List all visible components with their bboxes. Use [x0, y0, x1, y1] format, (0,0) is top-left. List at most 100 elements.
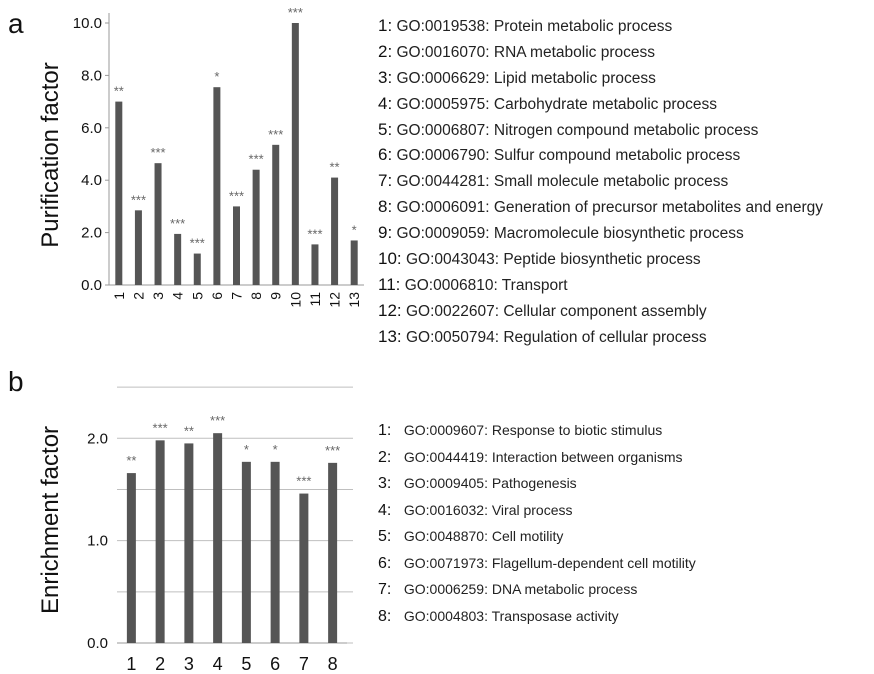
significance-label: *	[352, 222, 357, 237]
legend-item-label: GO:0044419: Interaction between organism…	[403, 448, 683, 465]
y-tick-label: 0.0	[87, 635, 108, 652]
significance-label: ***	[170, 216, 185, 231]
legend-item-label: GO:0004803: Transposase activity	[403, 607, 619, 624]
y-tick-label: 8.0	[81, 67, 102, 84]
x-tick-label: 13	[346, 292, 362, 308]
bar	[174, 233, 182, 285]
legend-item-number: 8:	[378, 197, 393, 217]
significance-label: **	[114, 84, 124, 99]
bar	[154, 163, 162, 285]
significance-label: *	[214, 69, 219, 84]
legend-item-label: GO:0006807: Nitrogen compound metabolic …	[396, 121, 759, 139]
x-tick-label: 7	[229, 292, 245, 300]
legend-item-number: 7:	[378, 581, 392, 598]
legend-a-item: 10: GO:0043043: Peptide biosynthetic pro…	[378, 246, 823, 272]
legend-item-label: GO:0006810: Transport	[404, 276, 568, 294]
legend-b-item: 8: GO:0004803: Transposase activity	[378, 603, 696, 630]
legend-a: 1: GO:0019538: Protein metabolic process…	[378, 13, 823, 350]
legend-b-item: 3: GO:0009405: Pathogenesis	[378, 470, 696, 497]
x-tick-label: 1	[111, 292, 127, 300]
legend-a-item: 12: GO:0022607: Cellular component assem…	[378, 298, 823, 324]
legend-item-number: 4:	[378, 93, 393, 113]
legend-item-number: 3:	[378, 67, 393, 87]
legend-b-item: 1: GO:0009607: Response to biotic stimul…	[378, 417, 696, 444]
legend-item-number: 11:	[378, 274, 401, 294]
significance-label: *	[273, 442, 278, 457]
legend-a-item: 3: GO:0006629: Lipid metabolic process	[378, 65, 823, 91]
significance-label: **	[126, 453, 136, 468]
x-tick-label: 4	[170, 292, 186, 300]
legend-item-number: 9:	[378, 223, 393, 243]
y-tick-label: 2.0	[87, 430, 108, 447]
significance-label: ***	[131, 192, 146, 207]
x-tick-label: 12	[327, 292, 343, 308]
legend-a-item: 8: GO:0006091: Generation of precursor m…	[378, 194, 823, 220]
legend-item-label: GO:0005975: Carbohydrate metabolic proce…	[396, 95, 718, 113]
legend-a-item: 1: GO:0019538: Protein metabolic process	[378, 13, 823, 39]
legend-a-item: 11: GO:0006810: Transport	[378, 272, 823, 298]
bar	[155, 440, 165, 643]
significance-label: ***	[325, 443, 340, 458]
y-tick-label: 2.0	[81, 225, 102, 242]
legend-b-item: 4: GO:0016032: Viral process	[378, 497, 696, 524]
legend-item-label: GO:0071973: Flagellum-dependent cell mot…	[403, 554, 696, 571]
bar	[291, 23, 299, 285]
legend-item-number: 7:	[378, 171, 393, 191]
legend-item-number: 6:	[378, 554, 392, 572]
panel-a-letter: a	[8, 8, 24, 39]
bar	[328, 462, 338, 643]
bar	[213, 87, 221, 285]
x-tick-label: 6	[270, 654, 280, 674]
panel-b-letter: b	[8, 366, 24, 397]
legend-item-label: GO:0016070: RNA metabolic process	[396, 43, 655, 61]
bar	[126, 473, 136, 643]
legend-b-item: 5: GO:0048870: Cell motility	[378, 523, 696, 550]
significance-label: ***	[268, 127, 283, 142]
legend-a-item: 7: GO:0044281: Small molecule metabolic …	[378, 168, 823, 194]
x-tick-label: 7	[299, 654, 309, 674]
bar	[311, 244, 319, 285]
legend-b-item: 6: GO:0071973: Flagellum-dependent cell …	[378, 550, 696, 577]
x-tick-label: 3	[184, 654, 194, 674]
x-tick-label: 2	[130, 292, 146, 300]
chart-b-enrichment: Enrichment factor0.01.02.0**1***2**3***4…	[37, 386, 353, 674]
legend-item-label: GO:0048870: Cell motility	[403, 528, 564, 544]
x-tick-label: 5	[189, 292, 205, 300]
legend-a-item: 6: GO:0006790: Sulfur compound metabolic…	[378, 142, 823, 168]
legend-item-number: 6:	[378, 145, 393, 165]
bar	[272, 144, 280, 285]
x-tick-label: 5	[241, 654, 251, 674]
legend-item-number: 13:	[378, 326, 402, 346]
y-axis-label: Enrichment factor	[37, 426, 64, 614]
legend-item-number: 2:	[378, 41, 393, 61]
x-tick-label: 6	[209, 292, 225, 300]
significance-label: **	[184, 423, 194, 438]
legend-item-number: 5:	[378, 528, 392, 545]
legend-a-item: 2: GO:0016070: RNA metabolic process	[378, 39, 823, 65]
legend-b: 1: GO:0009607: Response to biotic stimul…	[378, 417, 696, 629]
x-tick-label: 3	[150, 292, 166, 300]
legend-item-label: GO:0016032: Viral process	[403, 501, 573, 518]
x-tick-label: 9	[268, 292, 284, 300]
chart-a-purification: Purification factor0.02.04.06.08.010.0**…	[37, 5, 364, 308]
bar	[134, 210, 142, 285]
legend-item-label: GO:0022607: Cellular component assembly	[405, 302, 707, 320]
significance-label: ***	[249, 152, 264, 167]
bar	[193, 253, 201, 285]
legend-item-label: GO:0009059: Macromolecule biosynthetic p…	[396, 225, 744, 243]
legend-item-number: 12:	[378, 300, 402, 320]
bar	[213, 433, 223, 643]
significance-label: ***	[307, 226, 322, 241]
bar	[233, 206, 240, 285]
bar	[331, 177, 339, 285]
legend-item-label: GO:0043043: Peptide biosynthetic process	[405, 251, 701, 269]
bar	[241, 461, 251, 643]
y-tick-label: 6.0	[81, 120, 102, 137]
legend-a-item: 4: GO:0005975: Carbohydrate metabolic pr…	[378, 91, 823, 117]
x-tick-label: 10	[287, 292, 303, 308]
significance-label: ***	[288, 5, 303, 20]
legend-item-label: GO:0006790: Sulfur compound metabolic pr…	[396, 147, 741, 165]
significance-label: ***	[190, 236, 205, 251]
bar	[270, 461, 280, 643]
